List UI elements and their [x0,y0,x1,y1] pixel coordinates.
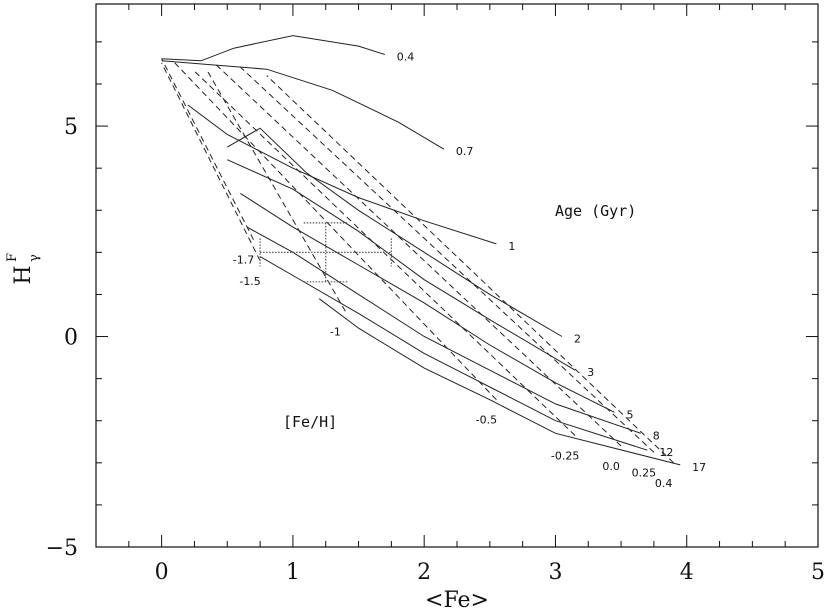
age-isochrone-label: 17 [692,461,706,474]
x-tick-label: 4 [680,560,694,585]
metallicity-track-label: -1.7 [233,254,254,267]
metallicity-track-line [174,62,497,401]
age-isochrone-label: 0.7 [456,145,474,158]
age-isochrone-line [187,104,497,245]
metallicity-track-line [194,70,576,436]
metallicity-tracks-layer [161,58,674,464]
x-tick-label: 5 [811,560,825,585]
metallicity-track-label: 0.0 [602,460,620,473]
metallicity-track-label: -1.5 [239,275,260,288]
error-bar-layer [259,222,392,283]
age-isochrone-line [161,35,385,62]
x-axis-label: <Fe> [425,588,489,612]
metallicity-track-line [213,62,622,447]
age-isochrone-label: 1 [508,240,515,253]
metallicity-track-label: 0.25 [632,466,657,479]
metallicity-annotation: [Fe/H] [283,413,337,431]
age-isochrone-line [246,226,641,434]
x-tick-label: 1 [286,560,300,585]
metallicity-track-line [266,75,674,464]
metallicity-track-line [240,66,655,453]
age-isochrone-label: 5 [627,408,634,421]
ticks-layer: 0 1 2 3 4 5−505 [46,4,825,585]
x-tick-label: 0 [155,560,169,585]
age-isochrones-layer [161,35,681,466]
age-isochrone-line [161,60,445,150]
age-isochrone-line [227,159,576,371]
x-tick-label: 3 [548,560,562,585]
metallicity-track-line [207,71,346,312]
y-axis-label-sub: γ [27,254,42,262]
metallicity-track-label: -0.25 [551,449,579,462]
age-isochrone-line [318,298,681,466]
plot-frame [95,3,819,548]
age-isochrone-label: 2 [574,333,581,346]
metallicity-track-line [161,58,254,240]
metallicity-track-label: -0.5 [476,414,497,427]
y-axis-label: H F γ [5,253,42,285]
age-isochrone-line [259,256,648,451]
age-isochrone-label: 8 [653,429,660,442]
age-isochrone-line [240,192,615,413]
age-isochrone-label: 3 [587,366,594,379]
metallicity-track-line [161,62,261,262]
y-axis-label-main: H [11,265,36,284]
y-axis-label-sup: F [5,253,20,262]
x-tick-label: 2 [417,560,431,585]
y-tick-label: 5 [64,115,78,140]
age-annotation: Age (Gyr) [555,202,636,220]
y-tick-label: 0 [64,326,78,351]
metallicity-track-label: 0.4 [655,477,673,490]
age-isochrone-label: 0.4 [397,51,415,64]
metallicity-track-label: -1 [330,325,341,338]
age-isochrone-label: 12 [659,446,673,459]
y-tick-label: −5 [46,536,78,561]
age-isochrone-line [227,127,563,337]
svg-text:H: H [11,265,36,284]
